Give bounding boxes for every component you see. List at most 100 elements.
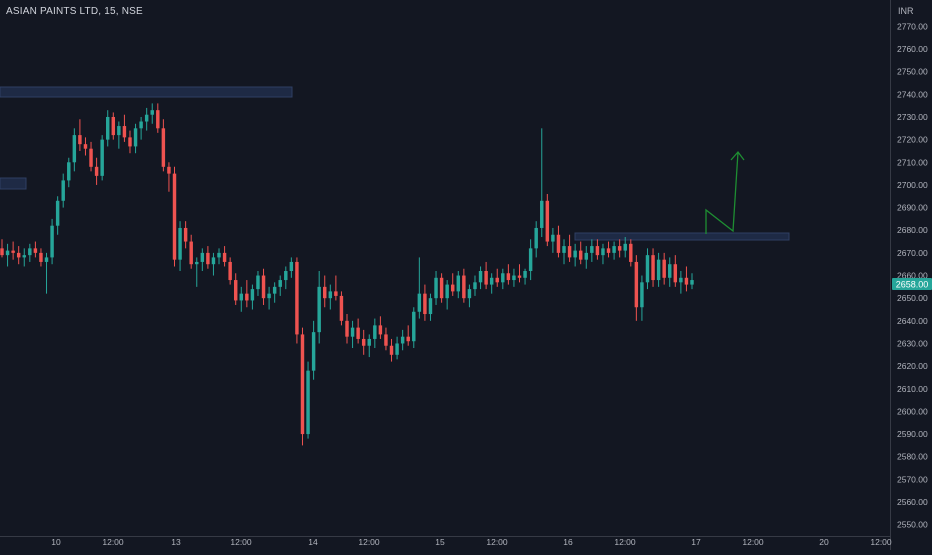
time-axis[interactable]: 10 12:00 13 12:00 14 12:00 15 12:00 16 12:00 17 12:… bbox=[51, 537, 892, 547]
candle-body[interactable] bbox=[640, 282, 644, 308]
candle-body[interactable] bbox=[167, 166, 171, 174]
candle-body[interactable] bbox=[512, 275, 516, 281]
candle-body[interactable] bbox=[673, 264, 678, 283]
candle-body[interactable] bbox=[44, 257, 49, 262]
candle-body[interactable] bbox=[33, 248, 38, 253]
candle-body[interactable] bbox=[629, 243, 633, 262]
candle-body[interactable] bbox=[189, 241, 193, 265]
candle-body[interactable] bbox=[523, 271, 527, 278]
candle-body[interactable] bbox=[617, 246, 622, 251]
candle-body[interactable] bbox=[172, 173, 177, 260]
candle-body[interactable] bbox=[306, 370, 310, 435]
candle-body[interactable] bbox=[328, 291, 333, 299]
candle-body[interactable] bbox=[462, 275, 466, 299]
candle-body[interactable] bbox=[590, 246, 594, 253]
candle-body[interactable] bbox=[67, 162, 71, 181]
candle-body[interactable] bbox=[272, 286, 277, 294]
candle-body[interactable] bbox=[206, 252, 210, 265]
candle-body[interactable] bbox=[578, 250, 583, 260]
candle-body[interactable] bbox=[601, 248, 605, 256]
candle-body[interactable] bbox=[528, 248, 533, 271]
candle-body[interactable] bbox=[0, 248, 4, 256]
candle-body[interactable] bbox=[200, 252, 205, 262]
candle-body[interactable] bbox=[100, 139, 104, 176]
candle-body[interactable] bbox=[428, 298, 433, 315]
candle-body[interactable] bbox=[545, 200, 550, 242]
candle-body[interactable] bbox=[323, 286, 327, 299]
candle-body[interactable] bbox=[356, 327, 360, 339]
zone-left[interactable] bbox=[0, 177, 27, 190]
candle-body[interactable] bbox=[690, 280, 694, 285]
candle-body[interactable] bbox=[540, 200, 544, 228]
candle-body[interactable] bbox=[384, 334, 388, 346]
candle-body[interactable] bbox=[39, 252, 43, 262]
candle-body[interactable] bbox=[361, 338, 366, 346]
candle-body[interactable] bbox=[389, 345, 394, 355]
candle-body[interactable] bbox=[573, 250, 577, 258]
candle-body[interactable] bbox=[684, 277, 689, 285]
candle-body[interactable] bbox=[28, 248, 32, 256]
candle-body[interactable] bbox=[517, 275, 522, 278]
candle-body[interactable] bbox=[473, 282, 477, 290]
candle-body[interactable] bbox=[317, 286, 321, 333]
candle-body[interactable] bbox=[439, 277, 444, 299]
candle-body[interactable] bbox=[156, 110, 160, 129]
candle-body[interactable] bbox=[245, 293, 249, 301]
candle-body[interactable] bbox=[606, 248, 611, 253]
candle-body[interactable] bbox=[373, 325, 377, 339]
candle-body[interactable] bbox=[345, 320, 349, 337]
candle-body[interactable] bbox=[668, 264, 672, 278]
candle-body[interactable] bbox=[256, 275, 260, 290]
candle-body[interactable] bbox=[89, 148, 93, 167]
candle-body[interactable] bbox=[78, 135, 82, 145]
candle-body[interactable] bbox=[612, 246, 616, 253]
candle-body[interactable] bbox=[434, 277, 438, 299]
candle-body[interactable] bbox=[400, 336, 405, 344]
candle-body[interactable] bbox=[339, 295, 344, 321]
candle-body[interactable] bbox=[350, 327, 355, 337]
candle-body[interactable] bbox=[50, 225, 54, 258]
candle-body[interactable] bbox=[55, 200, 60, 226]
candle-body[interactable] bbox=[222, 252, 227, 262]
zone-upper[interactable] bbox=[0, 86, 293, 98]
candle-body[interactable] bbox=[183, 227, 188, 242]
candle-body[interactable] bbox=[551, 234, 555, 242]
candle-body[interactable] bbox=[117, 126, 121, 136]
candle-body[interactable] bbox=[22, 255, 26, 258]
candle-body[interactable] bbox=[651, 255, 655, 281]
candle-body[interactable] bbox=[467, 289, 472, 299]
candle-body[interactable] bbox=[534, 227, 538, 249]
candle-body[interactable] bbox=[217, 252, 221, 258]
candle-body[interactable] bbox=[311, 332, 316, 371]
candle-body[interactable] bbox=[656, 259, 661, 281]
candle-body[interactable] bbox=[72, 135, 77, 163]
candle-body[interactable] bbox=[261, 275, 266, 299]
candle-body[interactable] bbox=[289, 261, 294, 271]
candle-body[interactable] bbox=[634, 261, 639, 308]
candle-body[interactable] bbox=[567, 246, 572, 258]
candle-body[interactable] bbox=[484, 271, 488, 285]
candle-body[interactable] bbox=[334, 291, 338, 296]
candle-body[interactable] bbox=[11, 250, 15, 253]
candle-body[interactable] bbox=[150, 110, 154, 115]
candle-body[interactable] bbox=[378, 325, 383, 335]
candle-body[interactable] bbox=[133, 128, 138, 147]
candle-body[interactable] bbox=[128, 137, 132, 147]
candle-body[interactable] bbox=[451, 284, 455, 292]
candle-body[interactable] bbox=[250, 289, 255, 301]
candle-body[interactable] bbox=[295, 261, 299, 335]
candle-body[interactable] bbox=[562, 246, 566, 253]
candle-body[interactable] bbox=[239, 293, 243, 301]
candle-body[interactable] bbox=[456, 275, 461, 292]
candle-body[interactable] bbox=[662, 259, 666, 278]
candle-body[interactable] bbox=[412, 311, 416, 342]
candle-body[interactable] bbox=[178, 227, 182, 260]
candle-body[interactable] bbox=[267, 293, 271, 299]
candle-body[interactable] bbox=[211, 257, 216, 265]
candle-body[interactable] bbox=[278, 280, 282, 287]
candle-body[interactable] bbox=[122, 126, 127, 138]
candle-body[interactable] bbox=[83, 144, 88, 149]
candle-body[interactable] bbox=[5, 250, 10, 256]
candle-body[interactable] bbox=[233, 280, 238, 301]
